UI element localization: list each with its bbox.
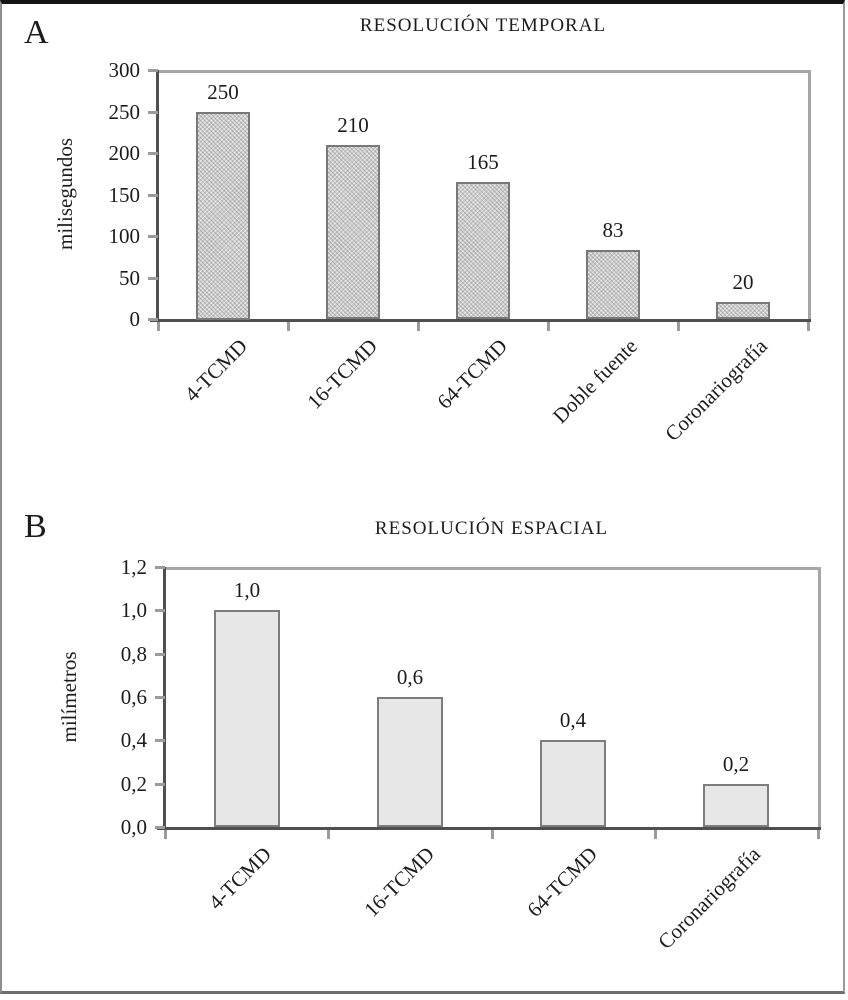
plot-frame-top [165, 567, 821, 570]
x-axis-line [150, 319, 811, 322]
y-tick-mark [155, 826, 165, 829]
x-tick-mark [677, 322, 680, 331]
plot-frame-top [158, 70, 811, 73]
y-tick-label: 1,0 [120, 598, 147, 622]
chart-title-espacial: RESOLUCIÓN ESPACIAL [374, 518, 609, 539]
y-tick-label: 200 [108, 141, 141, 165]
y-tick-label: 0 [129, 307, 141, 331]
bar-coronariograf-a [716, 302, 770, 319]
bar-value-label: 250 [207, 80, 239, 104]
bar-16-tcmd [326, 145, 380, 319]
bar-value-label: 0,2 [722, 752, 750, 776]
x-tick-mark [654, 830, 657, 839]
y-tick-mark [148, 235, 158, 238]
bar-value-label: 0,6 [396, 665, 424, 689]
y-tick-label: 1,2 [120, 555, 147, 579]
y-tick-mark [148, 194, 158, 197]
x-tick-mark [287, 322, 290, 331]
x-tick-mark [807, 322, 810, 331]
bar-value-label: 20 [732, 270, 754, 294]
x-tick-mark [417, 322, 420, 331]
x-tick-mark [547, 322, 550, 331]
y-tick-mark [155, 696, 165, 699]
bar-16-tcmd [377, 697, 443, 827]
y-tick-mark [155, 783, 165, 786]
bar-4-tcmd [214, 610, 280, 827]
y-tick-mark [148, 152, 158, 155]
bar-4-tcmd [196, 112, 250, 320]
x-tick-mark [164, 830, 167, 839]
y-tick-label: 0,6 [120, 685, 147, 709]
y-tick-label: 0,2 [120, 772, 147, 796]
x-category-label: Coronariografía [653, 842, 765, 954]
y-tick-label: 250 [108, 100, 141, 124]
bar-value-label: 1,0 [233, 578, 261, 602]
y-tick-mark [148, 111, 158, 114]
bar-64-tcmd [456, 182, 510, 319]
bar-64-tcmd [540, 740, 606, 827]
y-tick-mark [155, 609, 165, 612]
y-tick-mark [155, 739, 165, 742]
x-tick-mark [491, 830, 494, 839]
y-tick-mark [148, 277, 158, 280]
bar-value-label: 210 [337, 113, 369, 137]
y-tick-label: 50 [119, 266, 140, 290]
plot-frame-right [808, 70, 811, 319]
bar-doble-fuente [586, 250, 640, 319]
bar-value-label: 83 [602, 218, 624, 242]
x-category-label: 64-TCMD [522, 842, 602, 922]
y-tick-label: 150 [108, 183, 141, 207]
y-tick-mark [148, 69, 158, 72]
panel-letter-b: B [24, 508, 47, 545]
y-tick-label: 100 [108, 224, 141, 248]
y-tick-mark [148, 318, 158, 321]
x-tick-mark [327, 830, 330, 839]
plot-frame-right [818, 567, 821, 827]
x-tick-mark [817, 830, 820, 839]
bar-value-label: 165 [467, 150, 499, 174]
x-tick-mark [157, 322, 160, 331]
bar-coronariograf-a [703, 784, 769, 827]
y-tick-mark [155, 653, 165, 656]
y-tick-label: 0,8 [120, 642, 147, 666]
chart-title-temporal: RESOLUCIÓN TEMPORAL [359, 15, 607, 36]
bar-value-label: 0,4 [559, 708, 587, 732]
y-tick-label: 0,0 [120, 815, 147, 839]
x-category-label: 4-TCMD [203, 842, 276, 915]
panel-letter-a: A [24, 14, 49, 51]
y-tick-label: 300 [108, 58, 141, 82]
x-axis-line [157, 827, 821, 830]
y-tick-label: 0,4 [120, 728, 147, 752]
y-tick-mark [155, 566, 165, 569]
x-category-label: 16-TCMD [359, 842, 439, 922]
